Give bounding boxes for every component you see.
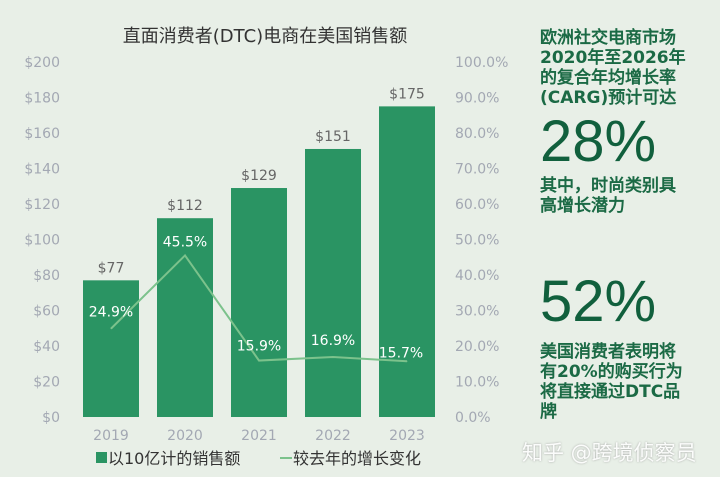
bar-value-label: $151: [315, 129, 351, 145]
x-tick-label: 2020: [167, 428, 203, 444]
line-point: [258, 360, 260, 362]
dtc-stat: 52%: [540, 269, 657, 334]
x-tick-label: 2022: [315, 428, 351, 444]
y2-tick-label: 100.0%: [455, 55, 508, 71]
y2-tick-label: 80.0%: [455, 126, 499, 142]
line-value-label: 24.9%: [89, 305, 133, 321]
y-tick-label: $120: [24, 197, 60, 213]
cagr-stat: 28%: [540, 109, 657, 174]
y2-tick-label: 40.0%: [455, 268, 499, 284]
y2-tick-label: 50.0%: [455, 233, 499, 249]
x-tick-label: 2023: [389, 428, 425, 444]
line-value-label: 15.7%: [379, 345, 423, 361]
line-point: [406, 360, 408, 362]
y-tick-label: $0: [42, 410, 60, 426]
y-tick-label: $40: [33, 339, 60, 355]
y2-tick-label: 60.0%: [455, 197, 499, 213]
line-point: [110, 328, 112, 330]
line-value-label: 15.9%: [237, 339, 281, 355]
y2-tick-label: 30.0%: [455, 304, 499, 320]
y2-tick-label: 10.0%: [455, 375, 499, 391]
x-tick-label: 2019: [93, 428, 129, 444]
bar: [231, 188, 287, 417]
y-tick-label: $180: [24, 91, 60, 107]
y-tick-label: $140: [24, 162, 60, 178]
y2-tick-label: 0.0%: [455, 410, 491, 426]
y-tick-label: $60: [33, 304, 60, 320]
y2-tick-label: 90.0%: [455, 91, 499, 107]
line-point: [332, 356, 334, 358]
line-point: [184, 254, 186, 256]
bar-value-label: $175: [389, 86, 425, 102]
line-value-label: 16.9%: [311, 333, 355, 349]
y2-tick-label: 70.0%: [455, 162, 499, 178]
bar: [305, 148, 361, 417]
bar: [157, 218, 213, 417]
bar: [83, 280, 139, 417]
cagr-description: 欧洲社交电商市场2020年至2026年的复合年均增长率(CARG)预计可达: [540, 28, 686, 108]
dtc-description: 美国消费者表明将有20%的购买行为将直接通过DTC品牌: [540, 342, 683, 422]
bar-value-label: $112: [167, 198, 203, 214]
line-value-label: 45.5%: [163, 234, 207, 250]
x-tick-label: 2021: [241, 428, 277, 444]
legend-line-label: 较去年的增长变化: [293, 449, 421, 468]
legend-bar-label: 以10亿计的销售额: [108, 449, 240, 468]
y-tick-label: $100: [24, 233, 60, 249]
chart: 直面消费者(DTC)电商在美国销售额 $0 $20 $40 $60 $80 $100 $120…: [24, 26, 508, 468]
legend-bar-swatch: [96, 452, 107, 463]
fashion-note: 其中，时尚类别具高增长潜力: [540, 176, 676, 216]
bar: [379, 106, 435, 417]
y-tick-label: $200: [24, 55, 60, 71]
bar-value-label: $77: [98, 260, 125, 276]
chart-title: 直面消费者(DTC)电商在美国销售额: [123, 26, 407, 47]
y-tick-label: $20: [33, 375, 60, 391]
y2-tick-label: 20.0%: [455, 339, 499, 355]
y-tick-label: $80: [33, 268, 60, 284]
bar-value-label: $129: [241, 168, 277, 184]
y-tick-label: $160: [24, 126, 60, 142]
watermark: 知乎 @跨境侦察员: [522, 441, 697, 465]
